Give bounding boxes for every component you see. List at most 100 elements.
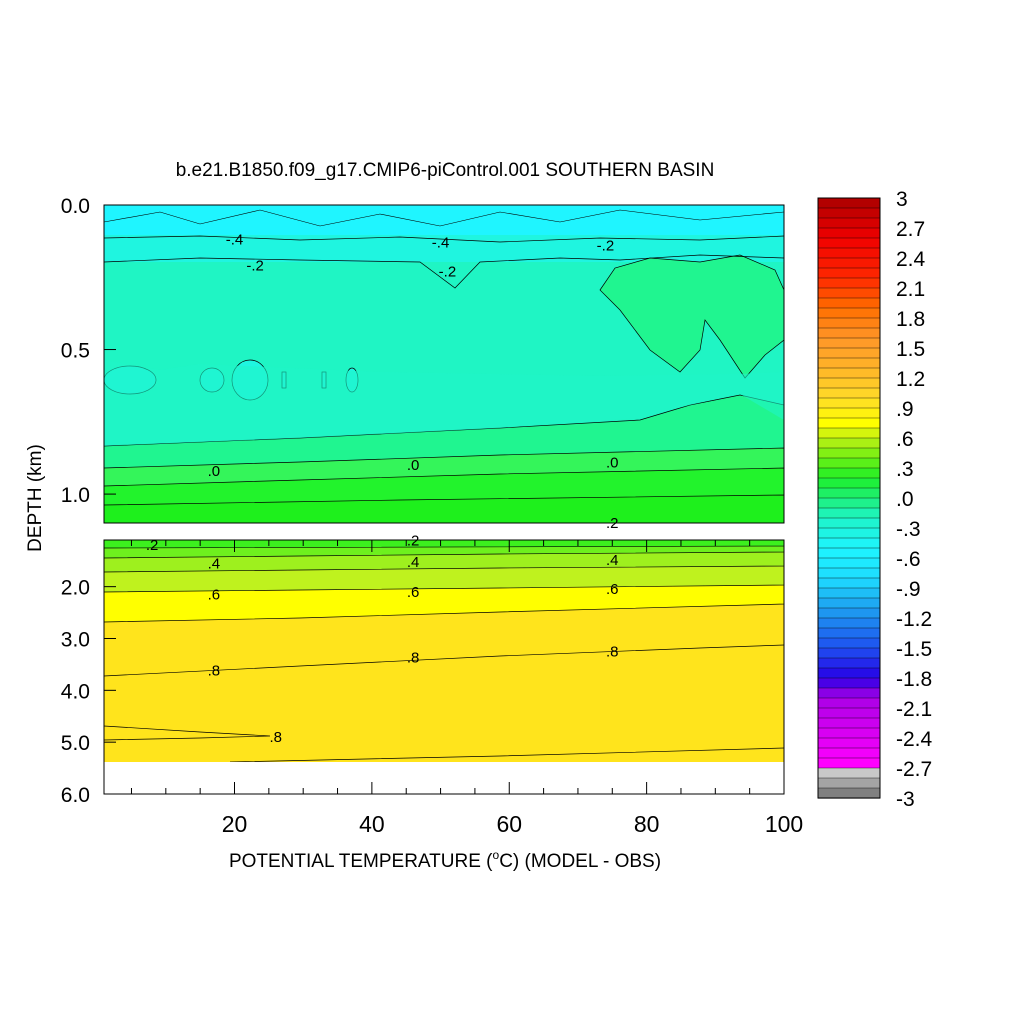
contour-label: .2 (146, 537, 159, 554)
colorbar-cell (817, 777, 881, 789)
colorbar-cell (817, 527, 881, 539)
colorbar-cell (817, 277, 881, 289)
colorbar-cell (817, 587, 881, 599)
contour-label: .8 (208, 663, 221, 680)
colorbar-cell (817, 237, 881, 249)
colorbar-cell (817, 657, 881, 669)
x-tick-label: 100 (765, 811, 803, 837)
y-tick-label: 2.0 (61, 577, 90, 600)
lower-band-top (104, 540, 784, 549)
colorbar-tick-label: .6 (896, 428, 914, 451)
colorbar-cell (817, 297, 881, 309)
colorbar-cell (817, 627, 881, 639)
y-tick-label: 1.0 (61, 484, 90, 507)
x-axis-label-main: POTENTIAL TEMPERATURE ( (229, 851, 493, 872)
contour-label: -.2 (439, 263, 457, 280)
contour-label: .0 (606, 454, 619, 471)
colorbar-cell (817, 577, 881, 589)
colorbar-cell (817, 567, 881, 579)
x-axis-label: POTENTIAL TEMPERATURE (oC) (MODEL - OBS) (229, 848, 661, 872)
colorbar-cell (817, 447, 881, 459)
contour-label: .2 (606, 515, 619, 532)
colorbar-cell (817, 497, 881, 509)
colorbar-cell (817, 287, 881, 299)
colorbar-cell (817, 317, 881, 329)
colorbar-cell (817, 337, 881, 349)
colorbar-cell (817, 737, 881, 749)
upper-band-surface (104, 205, 784, 235)
upper-panel (104, 205, 784, 523)
contour-label: -.2 (246, 258, 264, 275)
colorbar-cell (817, 757, 881, 769)
colorbar-tick-label: 2.4 (896, 248, 926, 271)
contour-label: -.4 (226, 232, 244, 249)
y-tick-label: 4.0 (61, 680, 90, 703)
colorbar-cell (817, 267, 881, 279)
upper-contour-neg4 (104, 235, 784, 243)
colorbar-cell (817, 457, 881, 469)
colorbar-cell (817, 327, 881, 339)
colorbar-cell (817, 537, 881, 549)
colorbar-tick-label: .3 (896, 458, 914, 481)
contour-label: .8 (407, 650, 420, 667)
colorbar-cell (817, 637, 881, 649)
contour-label: -.2 (597, 237, 615, 254)
colorbar-cell (817, 477, 881, 489)
colorbar-cell (817, 557, 881, 569)
chart-title: b.e21.B1850.f09_g17.CMIP6-piControl.001 … (176, 160, 715, 181)
colorbar-cell (817, 687, 881, 699)
contour-label: .6 (606, 581, 619, 598)
y-tick-label: 0.0 (61, 195, 90, 218)
contour-label: .0 (407, 457, 420, 474)
colorbar-cell (817, 517, 881, 529)
colorbar-tick-label: 1.8 (896, 308, 925, 331)
colorbar-cell (817, 227, 881, 239)
colorbar-cell (817, 607, 881, 619)
colorbar-cell (817, 727, 881, 739)
colorbar-cell (817, 767, 881, 779)
colorbar-tick-label: .0 (896, 488, 914, 511)
x-tick-label: 60 (496, 811, 522, 837)
colorbar-tick-label: -1.2 (896, 608, 932, 631)
colorbar-tick-label: -3 (896, 788, 915, 811)
colorbar-tick-label: -2.4 (896, 728, 933, 751)
y-tick-label: 3.0 (61, 628, 90, 651)
colorbar-tick-label: 3 (896, 188, 908, 211)
lower-contour-bottom (229, 747, 784, 763)
colorbar-tick-label: .9 (896, 398, 914, 421)
lower-topography (104, 762, 784, 794)
y-tick-label: 6.0 (61, 784, 90, 807)
colorbar-cell (817, 427, 881, 439)
colorbar-tick-label: 2.7 (896, 218, 925, 241)
lower-panel (104, 540, 784, 794)
colorbar-cell (817, 667, 881, 679)
colorbar-cell (817, 487, 881, 499)
colorbar-tick-label: -1.5 (896, 638, 932, 661)
colorbar-cell (817, 507, 881, 519)
colorbar-cell (817, 217, 881, 229)
colorbar-cell (817, 197, 881, 209)
colorbar-cell (817, 747, 881, 759)
colorbar-cell (817, 467, 881, 479)
y-tick-label: 0.5 (61, 340, 90, 363)
colorbar-tick-label: -2.7 (896, 758, 932, 781)
x-axis-label-rest: C) (MODEL - OBS) (499, 851, 661, 872)
colorbar-frame (817, 197, 881, 799)
colorbar-cell (817, 697, 881, 709)
upper-blob-band (104, 360, 784, 446)
contour-label: .4 (208, 555, 221, 572)
colorbar-cell (817, 357, 881, 369)
colorbar-cell (817, 387, 881, 399)
contour-label: .0 (208, 463, 221, 480)
contour-label: .6 (407, 584, 420, 601)
colorbar-cell (817, 707, 881, 719)
contour-label: .8 (269, 729, 282, 746)
colorbar-tick-label: -.3 (896, 518, 921, 541)
colorbar-tick-label: -.6 (896, 548, 921, 571)
x-axis-label-sup: o (493, 848, 500, 862)
colorbar-cell (817, 547, 881, 559)
colorbar-cell (817, 257, 881, 269)
colorbar-tick-label: -.9 (896, 578, 921, 601)
colorbar-tick-label: -2.1 (896, 698, 932, 721)
